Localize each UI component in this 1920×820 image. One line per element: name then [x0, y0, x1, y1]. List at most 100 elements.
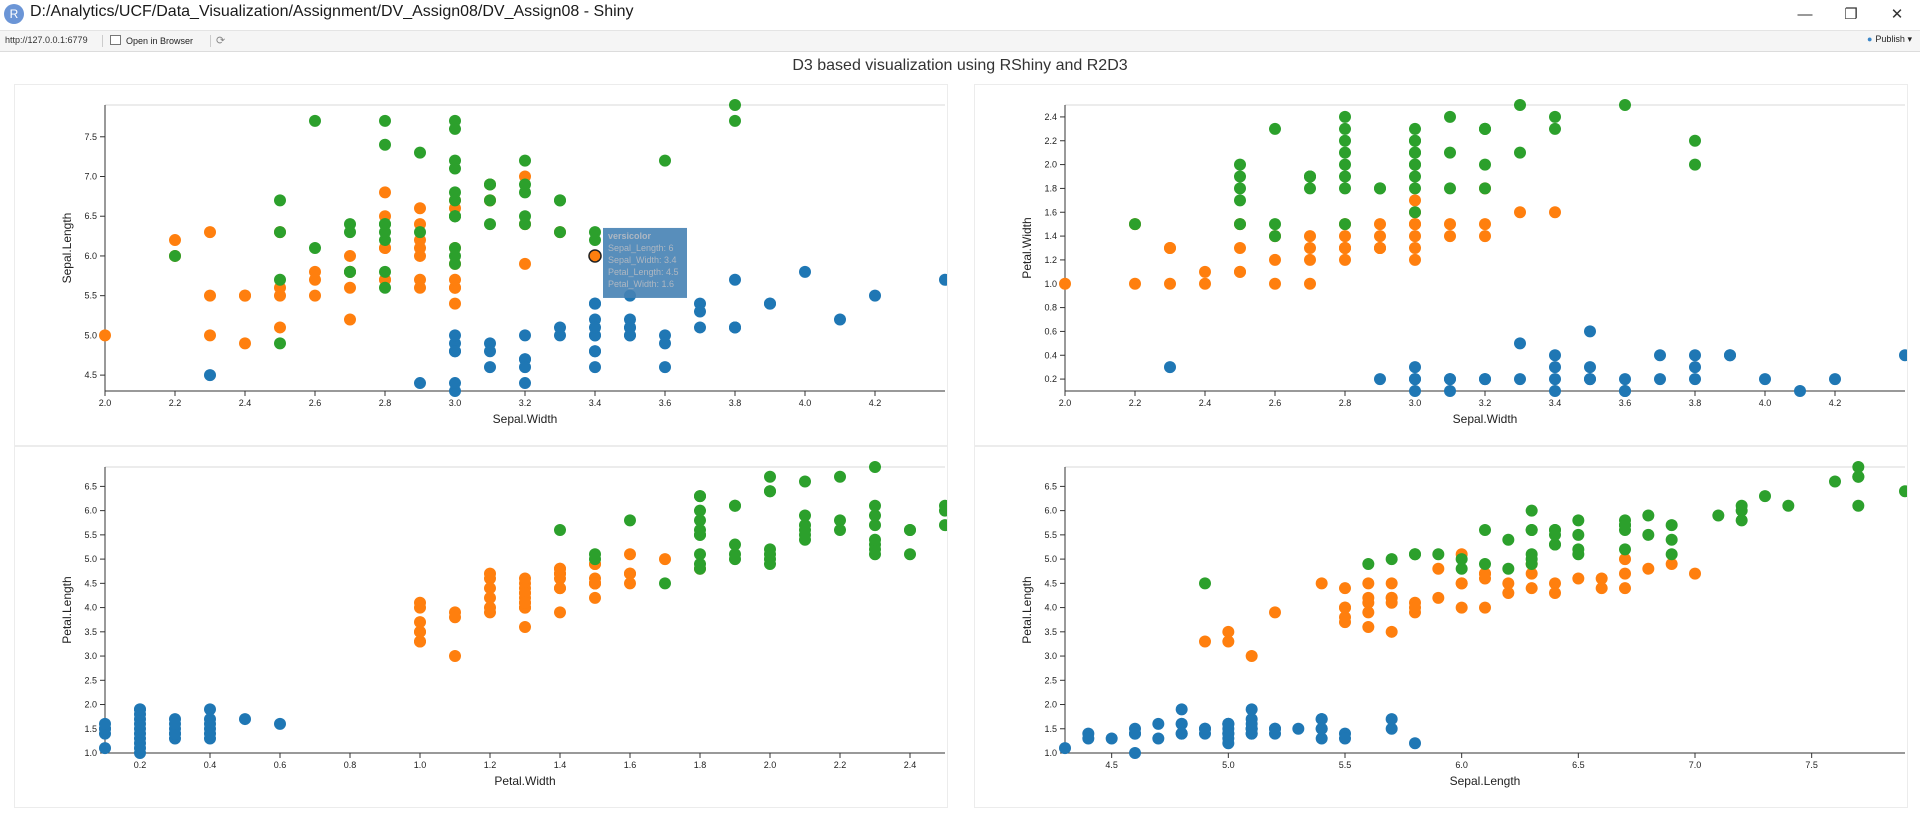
data-point-virginica[interactable] [1642, 528, 1655, 541]
data-point-virginica[interactable] [1409, 182, 1421, 195]
data-point-setosa[interactable] [99, 717, 111, 730]
data-point-virginica[interactable] [694, 562, 706, 575]
data-point-virginica[interactable] [799, 533, 811, 546]
data-point-virginica[interactable] [1269, 230, 1281, 243]
data-point-versicolor[interactable] [1642, 562, 1655, 575]
data-point-virginica[interactable] [1619, 543, 1631, 556]
data-point-virginica[interactable] [309, 114, 321, 127]
data-point-setosa[interactable] [449, 329, 461, 342]
data-point-virginica[interactable] [694, 548, 706, 561]
data-point-setosa[interactable] [939, 273, 947, 286]
data-point-versicolor[interactable] [414, 596, 426, 609]
data-point-versicolor[interactable] [1409, 601, 1421, 614]
data-point-versicolor[interactable] [1304, 230, 1316, 243]
data-point-setosa[interactable] [1385, 713, 1398, 726]
data-point-versicolor[interactable] [1362, 620, 1375, 633]
data-point-virginica[interactable] [904, 548, 916, 561]
data-point-setosa[interactable] [1794, 385, 1806, 397]
data-point-virginica[interactable] [1502, 533, 1515, 546]
data-point-versicolor[interactable] [554, 562, 566, 575]
data-point-virginica[interactable] [1234, 218, 1246, 231]
data-point-virginica[interactable] [1549, 122, 1561, 135]
restore-button[interactable]: ❐ [1828, 0, 1874, 30]
data-point-virginica[interactable] [659, 154, 671, 167]
data-point-virginica[interactable] [484, 218, 496, 231]
data-point-virginica[interactable] [1409, 548, 1421, 561]
data-point-virginica[interactable] [799, 475, 811, 488]
data-point-setosa[interactable] [1689, 361, 1701, 374]
data-point-virginica[interactable] [729, 499, 741, 512]
data-point-versicolor[interactable] [1245, 650, 1258, 663]
data-point-virginica[interactable] [1665, 548, 1678, 561]
data-point-versicolor[interactable] [554, 606, 566, 619]
data-point-setosa[interactable] [519, 329, 531, 342]
data-point-virginica[interactable] [379, 226, 391, 239]
data-point-versicolor[interactable] [624, 567, 636, 580]
data-point-virginica[interactable] [1455, 562, 1468, 575]
data-point-setosa[interactable] [169, 717, 181, 730]
data-point-virginica[interactable] [729, 538, 741, 551]
data-point-versicolor[interactable] [1549, 587, 1561, 600]
data-point-versicolor[interactable] [1269, 606, 1281, 619]
data-point-versicolor[interactable] [1199, 277, 1211, 290]
data-point-versicolor[interactable] [1549, 206, 1561, 219]
data-point-setosa[interactable] [1164, 361, 1176, 374]
data-point-virginica[interactable] [1549, 528, 1561, 541]
data-point-versicolor[interactable] [554, 572, 566, 585]
data-point-versicolor[interactable] [1339, 253, 1351, 266]
data-point-setosa[interactable] [1689, 373, 1701, 386]
data-point-virginica[interactable] [449, 257, 461, 270]
data-point-setosa[interactable] [1444, 373, 1456, 386]
data-point-setosa[interactable] [169, 727, 181, 740]
data-point-versicolor[interactable] [1385, 577, 1398, 590]
data-point-versicolor[interactable] [1304, 253, 1316, 266]
data-point-setosa[interactable] [1619, 373, 1631, 386]
data-point-virginica[interactable] [1525, 524, 1538, 537]
data-point-setosa[interactable] [414, 377, 426, 390]
data-point-setosa[interactable] [1654, 349, 1666, 362]
data-point-virginica[interactable] [1479, 122, 1491, 135]
data-point-virginica[interactable] [344, 265, 356, 278]
data-point-virginica[interactable] [1339, 146, 1351, 159]
data-point-setosa[interactable] [729, 273, 741, 286]
data-point-versicolor[interactable] [1129, 277, 1141, 290]
data-point-virginica[interactable] [869, 519, 881, 532]
data-point-virginica[interactable] [1304, 182, 1316, 195]
data-point-virginica[interactable] [1444, 182, 1456, 195]
data-point-setosa[interactable] [519, 361, 531, 374]
data-point-virginica[interactable] [834, 514, 846, 527]
data-point-virginica[interactable] [554, 226, 566, 239]
data-point-versicolor[interactable] [1665, 557, 1678, 570]
data-point-setosa[interactable] [1385, 722, 1398, 735]
data-point-setosa[interactable] [1549, 385, 1561, 397]
data-point-virginica[interactable] [1479, 182, 1491, 195]
data-point-setosa[interactable] [694, 321, 706, 334]
data-point-virginica[interactable] [1409, 122, 1421, 135]
data-point-virginica[interactable] [1432, 548, 1445, 561]
data-point-virginica[interactable] [1549, 110, 1561, 123]
data-point-versicolor[interactable] [309, 265, 321, 278]
data-point-virginica[interactable] [1339, 110, 1351, 123]
data-point-virginica[interactable] [1362, 557, 1375, 570]
data-point-setosa[interactable] [1549, 349, 1561, 362]
data-point-setosa[interactable] [484, 361, 496, 374]
data-point-virginica[interactable] [869, 533, 881, 546]
data-point-versicolor[interactable] [1479, 218, 1491, 231]
data-point-virginica[interactable] [1374, 182, 1386, 195]
data-point-versicolor[interactable] [204, 226, 216, 239]
data-point-setosa[interactable] [1175, 717, 1188, 730]
data-point-versicolor[interactable] [169, 234, 181, 247]
data-point-virginica[interactable] [1444, 146, 1456, 159]
data-point-versicolor[interactable] [1339, 601, 1351, 614]
data-point-versicolor[interactable] [1374, 230, 1386, 243]
data-point-versicolor[interactable] [1222, 625, 1235, 638]
data-point-virginica[interactable] [1502, 562, 1515, 575]
data-point-virginica[interactable] [274, 194, 286, 207]
data-point-versicolor[interactable] [1059, 277, 1071, 290]
data-point-versicolor[interactable] [344, 313, 356, 326]
data-point-versicolor[interactable] [449, 611, 461, 624]
data-point-versicolor[interactable] [1374, 218, 1386, 231]
data-point-virginica[interactable] [1385, 553, 1398, 566]
data-point-versicolor[interactable] [344, 249, 356, 262]
data-point-virginica[interactable] [274, 337, 286, 350]
